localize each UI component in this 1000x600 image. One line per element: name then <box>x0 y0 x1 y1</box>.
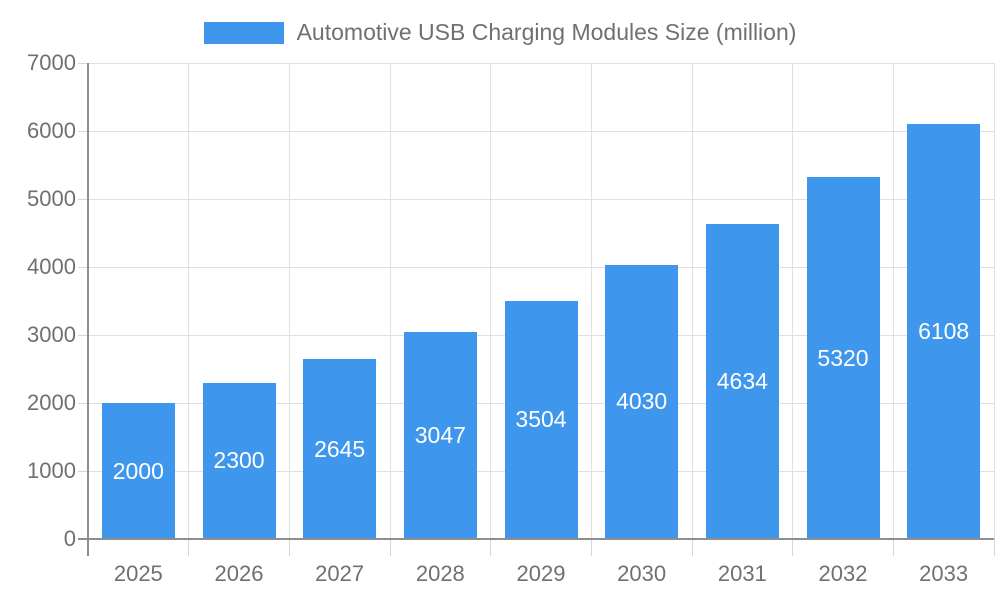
gridline-horizontal <box>88 266 994 268</box>
y-tick-mark <box>78 334 88 336</box>
x-tick-label: 2026 <box>214 561 264 586</box>
gridline-vertical <box>490 63 492 539</box>
x-tick-label: 2029 <box>516 561 566 586</box>
gridline-horizontal <box>88 62 994 64</box>
bar[interactable]: 3504 <box>504 300 578 539</box>
gridline-vertical <box>389 63 391 539</box>
y-tick-mark <box>78 470 88 472</box>
bar-value-label: 4634 <box>716 367 768 394</box>
y-tick-label: 0 <box>63 526 76 551</box>
x-tick-mark <box>792 539 794 556</box>
y-tick-label: 7000 <box>27 50 76 75</box>
x-tick-mark <box>490 539 492 556</box>
bar[interactable]: 4030 <box>605 264 679 539</box>
y-tick-mark <box>78 130 88 132</box>
bar-value-label: 2300 <box>213 447 265 474</box>
bar-value-label: 6108 <box>918 317 970 344</box>
bar[interactable]: 4634 <box>705 223 779 539</box>
x-tick-mark <box>288 539 290 556</box>
x-tick-mark <box>892 539 894 556</box>
bar-value-label: 5320 <box>817 344 869 371</box>
y-tick-label: 4000 <box>27 254 76 279</box>
bar[interactable]: 2000 <box>101 403 175 539</box>
legend-label: Automotive USB Charging Modules Size (mi… <box>296 19 797 45</box>
bar-value-label: 3047 <box>414 421 466 448</box>
zero-line <box>78 538 994 540</box>
y-tick-label: 1000 <box>27 458 76 483</box>
x-tick-label: 2033 <box>919 561 969 586</box>
gridline-vertical <box>892 63 894 539</box>
x-tick-label: 2032 <box>818 561 868 586</box>
bar[interactable]: 6108 <box>907 123 981 539</box>
x-tick-mark <box>993 539 995 556</box>
y-tick-mark <box>78 266 88 268</box>
bar-value-label: 2000 <box>112 457 164 484</box>
x-tick-mark <box>590 539 592 556</box>
x-tick-label: 2030 <box>617 561 667 586</box>
gridline-vertical <box>288 63 290 539</box>
gridline-vertical <box>691 63 693 539</box>
bar-value-label: 3504 <box>515 406 567 433</box>
bar-value-label: 2645 <box>314 435 366 462</box>
gridline-horizontal <box>88 130 994 132</box>
x-tick-mark <box>188 539 190 556</box>
x-tick-mark <box>389 539 391 556</box>
legend-swatch <box>203 21 284 44</box>
gridline-horizontal <box>88 198 994 200</box>
y-tick-label: 3000 <box>27 322 76 347</box>
gridline-vertical <box>993 63 995 539</box>
y-axis-line <box>87 63 89 556</box>
y-tick-label: 6000 <box>27 118 76 143</box>
y-tick-label: 2000 <box>27 390 76 415</box>
gridline-vertical <box>792 63 794 539</box>
bar[interactable]: 3047 <box>403 331 477 539</box>
y-tick-mark <box>78 62 88 64</box>
gridline-vertical <box>188 63 190 539</box>
x-tick-label: 2025 <box>113 561 163 586</box>
bar[interactable]: 2300 <box>202 382 276 539</box>
bar[interactable]: 5320 <box>806 177 880 539</box>
y-tick-mark <box>78 198 88 200</box>
y-tick-label: 5000 <box>27 186 76 211</box>
x-tick-label: 2027 <box>315 561 365 586</box>
x-tick-label: 2028 <box>415 561 465 586</box>
y-tick-mark <box>78 402 88 404</box>
gridline-vertical <box>590 63 592 539</box>
bar[interactable]: 2645 <box>303 359 377 539</box>
x-tick-mark <box>691 539 693 556</box>
x-tick-label: 2031 <box>717 561 767 586</box>
legend[interactable]: Automotive USB Charging Modules Size (mi… <box>0 19 1000 46</box>
bar-value-label: 4030 <box>616 388 668 415</box>
